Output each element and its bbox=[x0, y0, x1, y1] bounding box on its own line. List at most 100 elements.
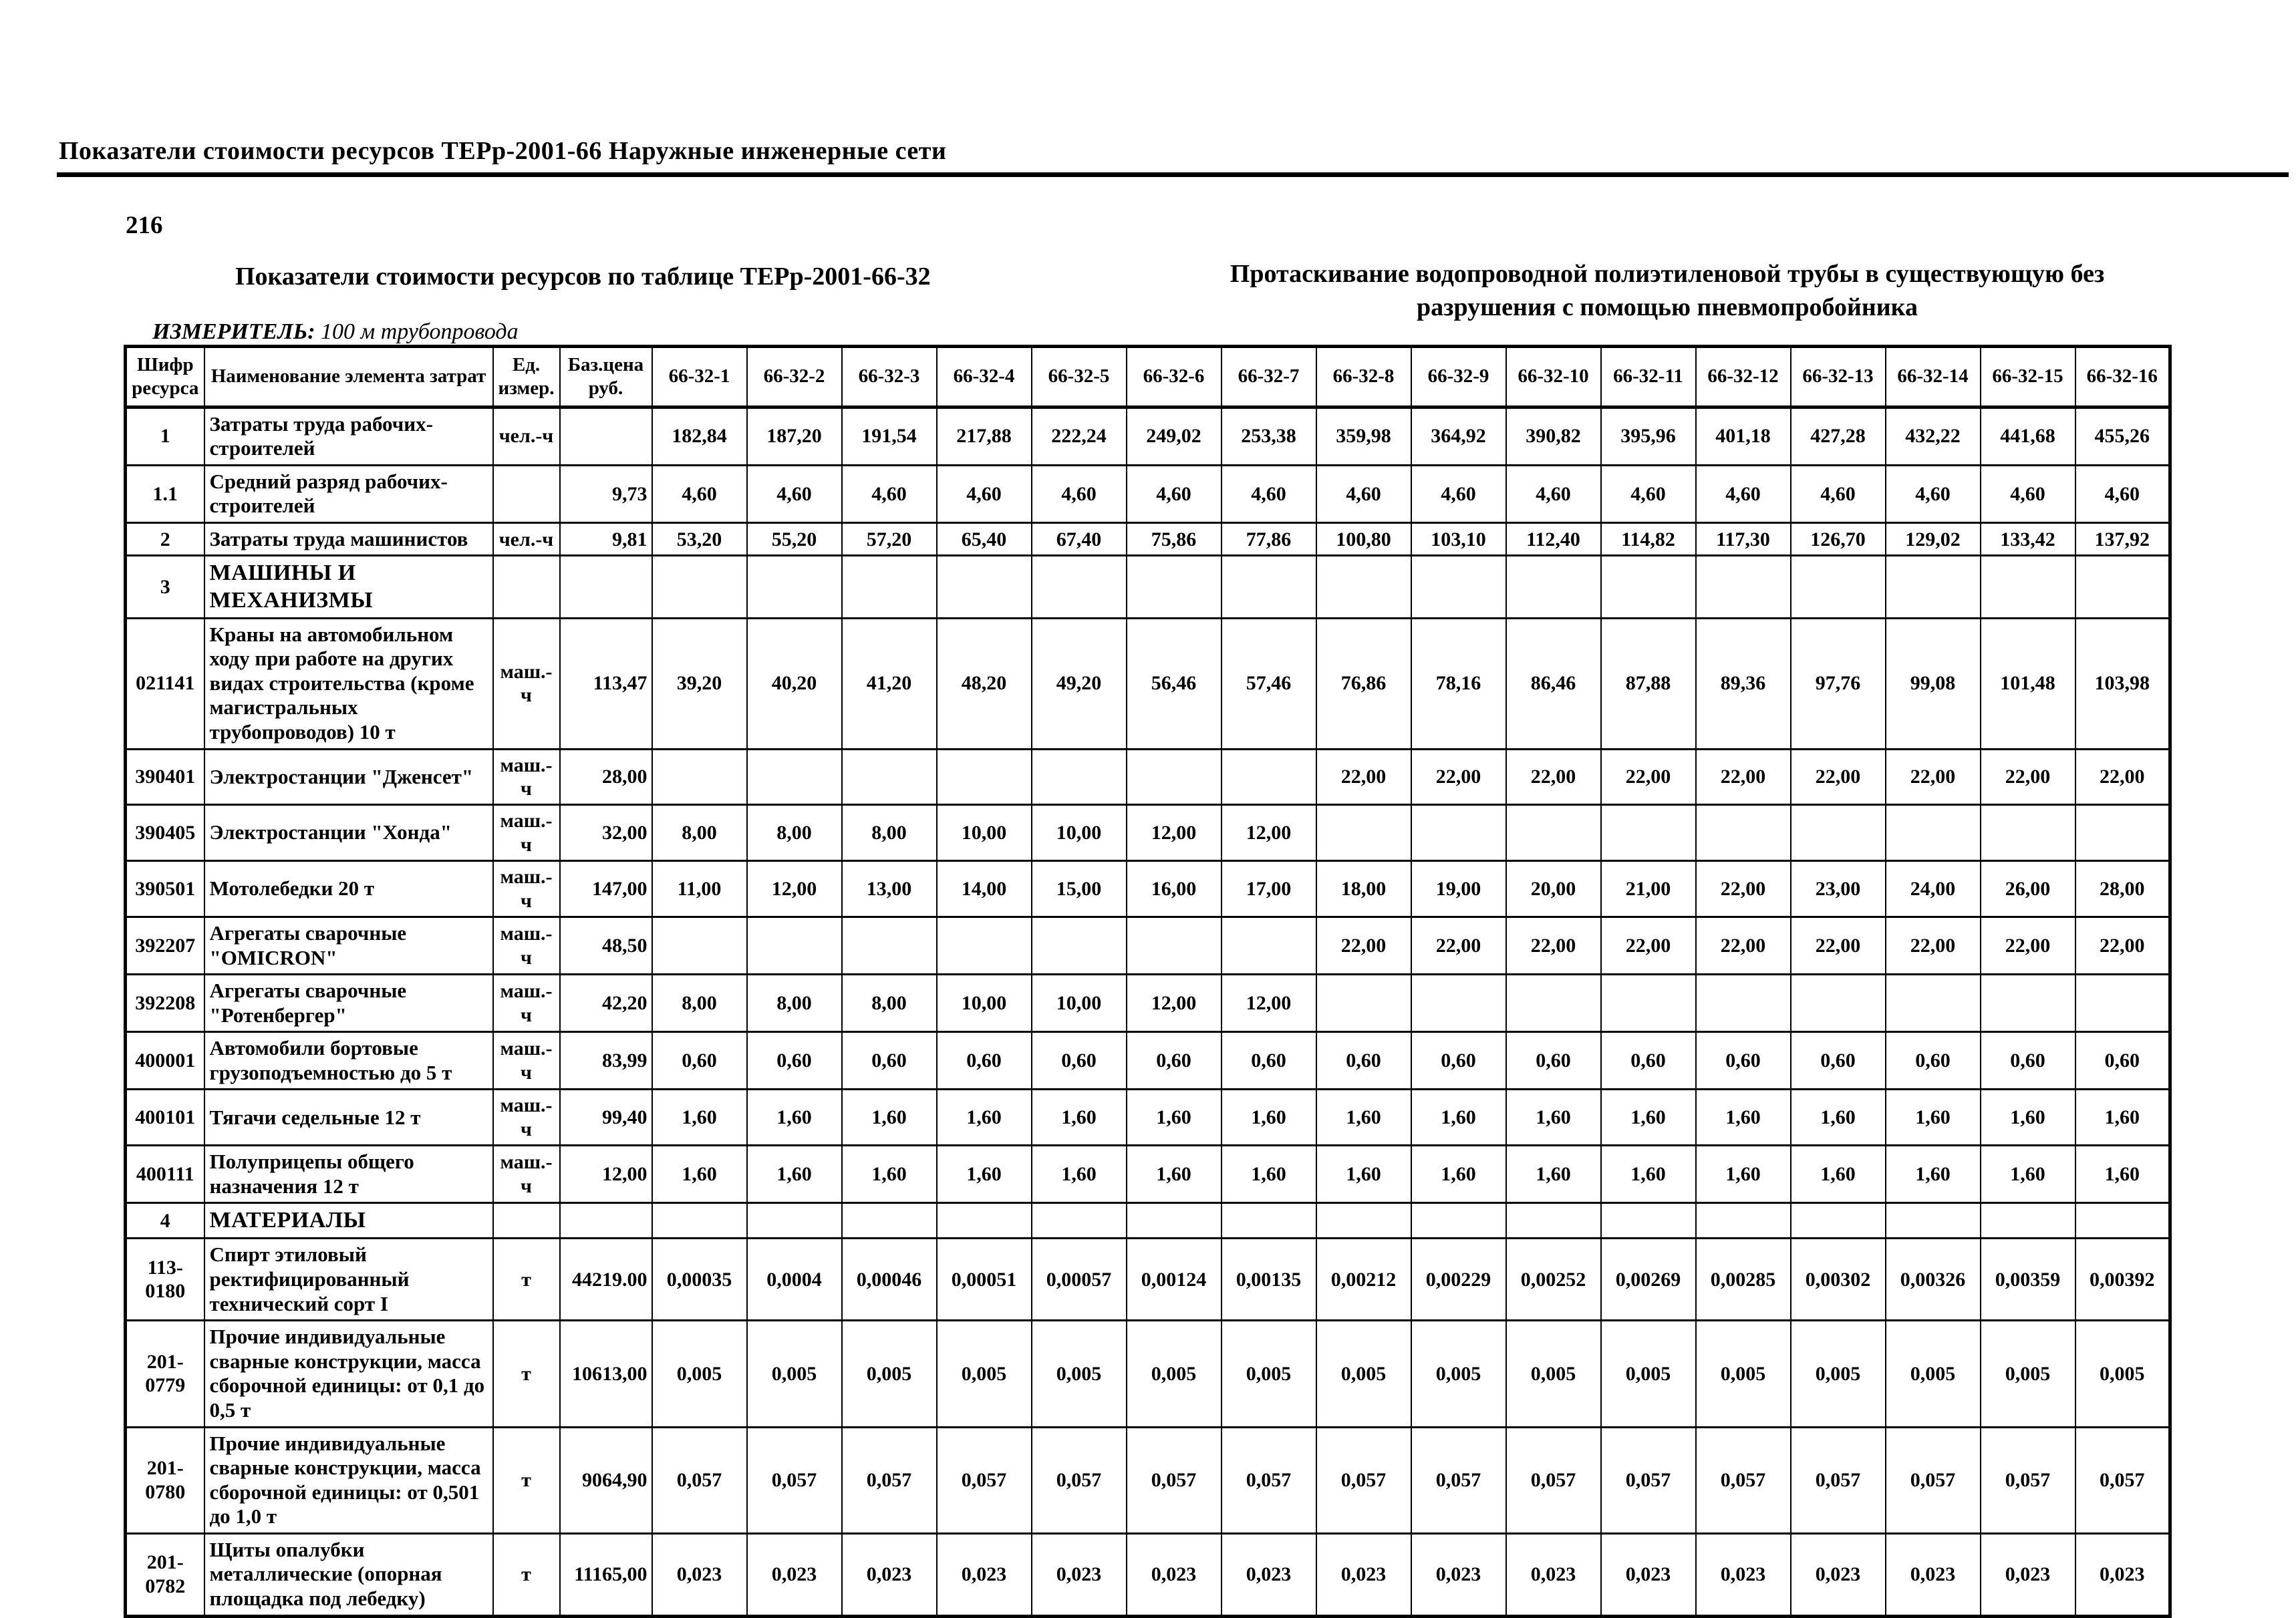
cell-val: 1,60 bbox=[746, 1088, 843, 1147]
cell-val: 0,00302 bbox=[1789, 1237, 1886, 1322]
cell-base bbox=[559, 1202, 653, 1240]
cell-val bbox=[1979, 1202, 2076, 1240]
cell-val bbox=[1884, 1202, 1981, 1240]
cell-val: 0,057 bbox=[651, 1426, 748, 1534]
cell-val bbox=[1789, 973, 1886, 1033]
cell-val bbox=[936, 1202, 1032, 1240]
cell-val: 0,00359 bbox=[1979, 1237, 2076, 1322]
cell-unit bbox=[492, 1202, 561, 1240]
cell-val: 0,057 bbox=[1789, 1426, 1886, 1534]
cell-val: 0,023 bbox=[1315, 1532, 1412, 1617]
cell-val: 8,00 bbox=[651, 804, 748, 862]
cell-val: 0,023 bbox=[1220, 1532, 1317, 1617]
cell-val: 0,005 bbox=[1505, 1319, 1602, 1428]
cell-val bbox=[1030, 554, 1127, 619]
cell-val: 4,60 bbox=[1125, 464, 1222, 524]
cell-val bbox=[936, 915, 1032, 976]
cell-val: 0,005 bbox=[1600, 1319, 1697, 1428]
column-header: 66-32-12 bbox=[1695, 345, 1791, 409]
table-row: 390501 Мотолебедки 20 т маш.-ч 147,00 11,00 1… bbox=[124, 860, 2171, 918]
cell-val bbox=[746, 748, 843, 806]
cell-val bbox=[1125, 1202, 1222, 1240]
cell-val: 1,60 bbox=[2074, 1144, 2171, 1204]
cell-val: 0,60 bbox=[746, 1031, 843, 1091]
cell-code: 390405 bbox=[124, 804, 205, 862]
column-header: 66-32-7 bbox=[1220, 345, 1317, 409]
cell-val bbox=[1695, 554, 1791, 619]
cell-code: 201- 0779 bbox=[124, 1319, 205, 1428]
cell-val bbox=[1030, 915, 1127, 976]
cell-val: 22,00 bbox=[1410, 915, 1507, 976]
cell-val: 0,023 bbox=[1695, 1532, 1791, 1617]
table-title: Показатели стоимости ресурсов по таблице… bbox=[235, 263, 931, 291]
cell-val bbox=[1884, 973, 1981, 1033]
cell-val: 0,057 bbox=[1979, 1426, 2076, 1534]
cell-val bbox=[1315, 554, 1412, 619]
cell-val: 364,92 bbox=[1410, 406, 1507, 466]
cell-val: 78,16 bbox=[1410, 617, 1507, 750]
cell-val: 10,00 bbox=[936, 973, 1032, 1033]
cell-code: 390501 bbox=[124, 860, 205, 918]
cell-val: 0,60 bbox=[1600, 1031, 1697, 1091]
cell-val: 4,60 bbox=[1315, 464, 1412, 524]
cell-name: Краны на автомобильном ходу при работе н… bbox=[203, 617, 494, 750]
cell-val: 0,057 bbox=[936, 1426, 1032, 1534]
cell-val: 0,00046 bbox=[841, 1237, 938, 1322]
cell-val: 1,60 bbox=[1030, 1144, 1127, 1204]
cell-val bbox=[1505, 973, 1602, 1033]
cell-val: 0,005 bbox=[841, 1319, 938, 1428]
cell-val: 0,057 bbox=[1695, 1426, 1791, 1534]
cell-val bbox=[1979, 554, 2076, 619]
cell-val: 217,88 bbox=[936, 406, 1032, 466]
cell-val: 22,00 bbox=[1789, 748, 1886, 806]
cell-val: 99,08 bbox=[1884, 617, 1981, 750]
cell-val: 395,96 bbox=[1600, 406, 1697, 466]
cell-base: 11165,00 bbox=[559, 1532, 653, 1617]
cell-val: 57,46 bbox=[1220, 617, 1317, 750]
cell-val: 137,92 bbox=[2074, 521, 2171, 557]
cell-val: 253,38 bbox=[1220, 406, 1317, 466]
cell-val: 0,005 bbox=[1979, 1319, 2076, 1428]
cell-val: 0,00285 bbox=[1695, 1237, 1791, 1322]
cell-val bbox=[1884, 804, 1981, 862]
cell-val: 22,00 bbox=[1600, 915, 1697, 976]
cell-val bbox=[1220, 915, 1317, 976]
cell-val bbox=[936, 748, 1032, 806]
cell-val: 22,00 bbox=[1505, 915, 1602, 976]
cell-code: 390401 bbox=[124, 748, 205, 806]
cell-val: 1,60 bbox=[1125, 1144, 1222, 1204]
cell-val: 0,00124 bbox=[1125, 1237, 1222, 1322]
measurer-value: 100 м трубопровода bbox=[321, 319, 519, 344]
cell-val: 22,00 bbox=[1695, 915, 1791, 976]
cell-unit: т bbox=[492, 1319, 561, 1428]
cell-val bbox=[1884, 554, 1981, 619]
cell-val: 56,46 bbox=[1125, 617, 1222, 750]
cell-val bbox=[1220, 554, 1317, 619]
cell-val: 11,00 bbox=[651, 860, 748, 918]
cell-val: 39,20 bbox=[651, 617, 748, 750]
cell-val: 1,60 bbox=[1695, 1088, 1791, 1147]
cell-val: 0,005 bbox=[1884, 1319, 1981, 1428]
cell-val: 10,00 bbox=[936, 804, 1032, 862]
cell-val: 20,00 bbox=[1505, 860, 1602, 918]
cell-name: Затраты труда машинистов bbox=[203, 521, 494, 557]
cell-val: 0,023 bbox=[1600, 1532, 1697, 1617]
cell-base: 9064,90 bbox=[559, 1426, 653, 1534]
table-row: 392207 Агрегаты сварочные "OMICRON" маш.-ч… bbox=[124, 915, 2171, 976]
cell-base: 44219.00 bbox=[559, 1237, 653, 1322]
cell-val: 22,00 bbox=[1695, 748, 1791, 806]
cell-unit: т bbox=[492, 1532, 561, 1617]
cell-val: 4,60 bbox=[651, 464, 748, 524]
cell-val: 1,60 bbox=[1315, 1088, 1412, 1147]
cell-base: 147,00 bbox=[559, 860, 653, 918]
cell-code: 2 bbox=[124, 521, 205, 557]
cell-val: 0,023 bbox=[1030, 1532, 1127, 1617]
cell-unit: маш.-ч bbox=[492, 973, 561, 1033]
cell-val bbox=[1315, 804, 1412, 862]
cell-val: 103,98 bbox=[2074, 617, 2171, 750]
cell-val: 0,00057 bbox=[1030, 1237, 1127, 1322]
column-header: 66-32-11 bbox=[1600, 345, 1697, 409]
cell-val: 0,023 bbox=[1979, 1532, 2076, 1617]
cell-name: Средний разряд рабочих-строителей bbox=[203, 464, 494, 524]
cell-val: 1,60 bbox=[1789, 1088, 1886, 1147]
